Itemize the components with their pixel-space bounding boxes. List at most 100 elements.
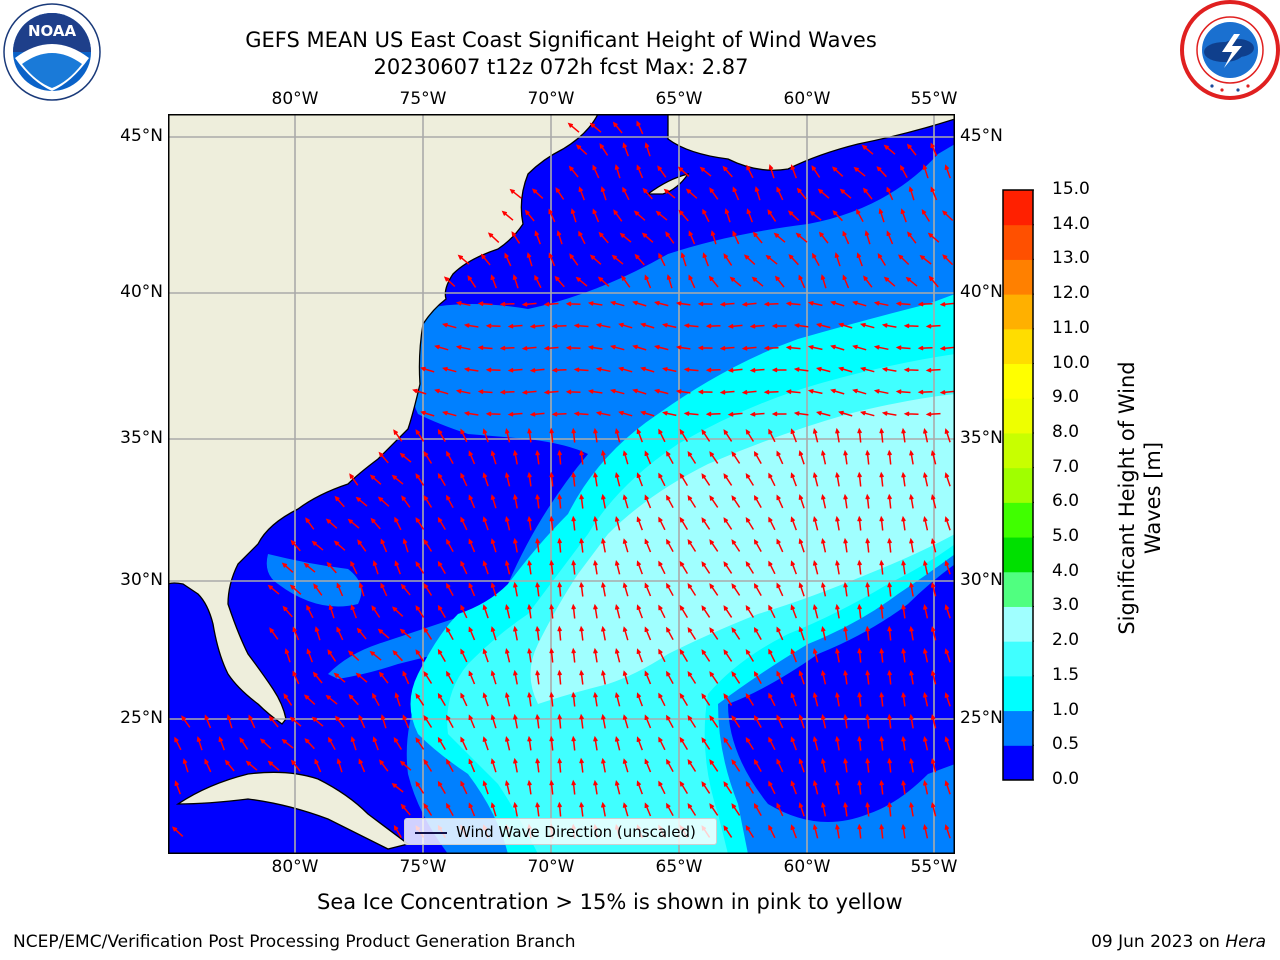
wave-direction-arrow xyxy=(663,188,676,199)
wave-direction-arrow xyxy=(741,345,757,351)
wave-direction-arrow xyxy=(171,826,184,837)
wave-direction-arrow xyxy=(895,345,911,351)
wave-direction-arrow xyxy=(482,604,489,619)
wave-direction-arrow xyxy=(204,758,212,773)
wave-direction-arrow xyxy=(609,344,625,351)
wave-direction-arrow xyxy=(908,186,915,201)
wave-direction-arrow xyxy=(719,389,735,395)
wave-direction-arrow xyxy=(446,494,454,509)
wave-direction-arrow xyxy=(687,495,697,508)
wave-direction-arrow xyxy=(857,559,863,575)
wave-direction-arrow xyxy=(930,186,938,201)
wave-direction-arrow xyxy=(768,780,776,795)
wave-direction-arrow xyxy=(468,538,476,553)
lat-label-right: 40°N xyxy=(960,282,1003,302)
wave-direction-arrow xyxy=(636,604,644,619)
wave-direction-arrow xyxy=(504,427,511,443)
wave-direction-arrow xyxy=(535,625,541,641)
wave-direction-arrow xyxy=(370,517,381,530)
wave-direction-arrow xyxy=(835,691,840,707)
wave-direction-arrow xyxy=(820,626,827,641)
wave-direction-arrow xyxy=(723,517,733,530)
wave-direction-arrow xyxy=(402,538,409,553)
wave-direction-arrow xyxy=(930,714,937,729)
wave-direction-arrow xyxy=(873,344,889,351)
wave-direction-arrow xyxy=(535,713,541,729)
wave-direction-arrow xyxy=(723,473,733,486)
wave-direction-arrow xyxy=(922,604,929,619)
wave-direction-arrow xyxy=(571,559,577,575)
wave-direction-arrow xyxy=(767,209,777,222)
wave-direction-arrow xyxy=(600,537,606,553)
wave-direction-arrow xyxy=(504,559,511,575)
wave-direction-arrow xyxy=(753,626,762,640)
colorbar-frame xyxy=(1002,189,1034,781)
wave-direction-arrow xyxy=(534,274,542,289)
wave-direction-arrow xyxy=(482,560,489,575)
wave-direction-arrow xyxy=(865,757,871,773)
wave-direction-arrow xyxy=(798,538,805,553)
wave-direction-arrow xyxy=(644,538,652,553)
wave-direction-arrow xyxy=(556,230,563,245)
wave-direction-arrow xyxy=(380,582,388,597)
wave-direction-arrow xyxy=(687,715,697,728)
colorbar-segment xyxy=(1003,224,1033,260)
wave-direction-arrow xyxy=(751,276,764,287)
wave-direction-arrow xyxy=(705,411,721,417)
wave-direction-arrow xyxy=(372,560,379,575)
wave-direction-arrow xyxy=(549,427,555,443)
wave-direction-arrow xyxy=(632,388,647,395)
wave-direction-arrow xyxy=(622,538,629,553)
wave-direction-arrow xyxy=(218,736,226,751)
wave-direction-arrow xyxy=(816,410,831,417)
wave-direction-arrow xyxy=(377,628,390,639)
wave-direction-arrow xyxy=(609,300,625,307)
wave-direction-arrow xyxy=(402,714,410,729)
wave-direction-arrow xyxy=(333,672,346,683)
wave-direction-arrow xyxy=(666,802,674,817)
wave-direction-arrow xyxy=(259,738,272,749)
wave-direction-arrow xyxy=(314,626,321,641)
wave-direction-arrow xyxy=(709,759,719,772)
wave-direction-arrow xyxy=(901,823,906,839)
wave-direction-arrow xyxy=(527,427,532,443)
wave-direction-arrow xyxy=(334,715,345,728)
wave-direction-arrow xyxy=(543,345,559,351)
wave-direction-arrow xyxy=(499,389,515,395)
wave-direction-arrow xyxy=(636,428,644,443)
wave-direction-arrow xyxy=(922,428,929,443)
wave-direction-arrow xyxy=(773,232,786,243)
wave-direction-arrow xyxy=(378,451,389,464)
wave-direction-arrow xyxy=(790,824,798,839)
wave-direction-arrow xyxy=(843,669,848,685)
wave-direction-arrow xyxy=(314,758,322,773)
wave-direction-arrow xyxy=(939,301,955,307)
wave-direction-arrow xyxy=(909,713,914,729)
wave-direction-arrow xyxy=(719,345,735,351)
wave-direction-arrow xyxy=(371,605,381,618)
wave-direction-arrow xyxy=(857,691,863,707)
wave-direction-arrow xyxy=(887,625,893,641)
wave-direction-arrow xyxy=(571,735,577,751)
wave-direction-arrow xyxy=(687,759,697,772)
wave-direction-arrow xyxy=(499,301,515,307)
wave-direction-arrow xyxy=(843,713,848,729)
wave-direction-arrow xyxy=(248,714,256,729)
wave-direction-arrow xyxy=(857,471,863,487)
wave-direction-arrow xyxy=(326,561,337,574)
wave-direction-arrow xyxy=(857,647,863,663)
wave-direction-arrow xyxy=(460,648,468,663)
wave-direction-arrow xyxy=(468,450,476,465)
wave-direction-arrow xyxy=(741,389,757,395)
wave-direction-arrow xyxy=(790,472,798,487)
wave-direction-arrow xyxy=(268,715,279,728)
wave-direction-arrow xyxy=(881,323,897,328)
wave-direction-arrow xyxy=(557,757,563,773)
wave-direction-arrow xyxy=(446,626,454,641)
wave-direction-arrow xyxy=(860,366,875,373)
wave-direction-arrow xyxy=(685,188,698,199)
wave-direction-arrow xyxy=(731,627,741,640)
wave-direction-arrow xyxy=(573,367,589,373)
wave-direction-arrow xyxy=(944,164,951,179)
wave-direction-arrow xyxy=(731,451,741,464)
